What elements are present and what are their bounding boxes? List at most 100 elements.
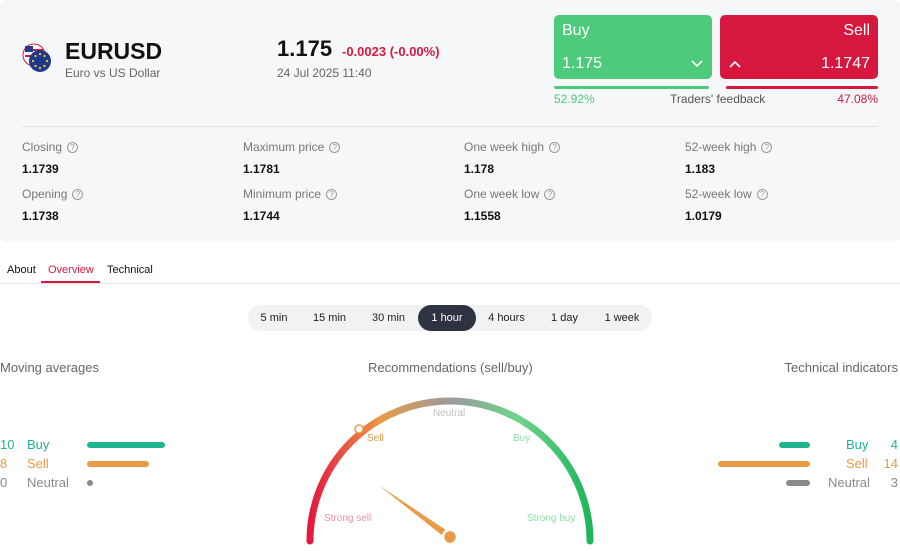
stat-label: One week low: [464, 187, 540, 201]
stat-label: Minimum price: [243, 187, 322, 201]
ti-neutral-bar: [786, 479, 810, 486]
period-1-hour[interactable]: 1 hour: [418, 305, 476, 331]
ma-neutral-count: 0: [0, 475, 8, 490]
ti-buy-row: Buy 4: [779, 437, 898, 452]
stat-value: 1.1781: [243, 162, 280, 176]
quote-panel: EURUSD Euro vs US Dollar 1.175 -0.0023 (…: [0, 0, 900, 242]
price-change: -0.0023 (-0.00%): [342, 44, 440, 59]
sell-price: 1.1747: [821, 55, 870, 72]
ma-neutral-label: Neutral: [27, 475, 69, 490]
info-icon[interactable]: ?: [326, 188, 338, 200]
period-30-min[interactable]: 30 min: [371, 312, 406, 324]
moving-averages-title: Moving averages: [0, 360, 99, 375]
stat-value: 1.183: [685, 162, 716, 176]
info-icon[interactable]: ?: [329, 141, 341, 153]
buy-price: 1.175: [562, 55, 603, 72]
current-price: 1.175: [277, 36, 333, 61]
recommendation-gauge: Strong sell Sell Neutral Buy Strong buy: [306, 397, 594, 546]
instrument-symbol: EURUSD: [65, 38, 163, 64]
info-icon[interactable]: ?: [549, 141, 561, 153]
info-icon[interactable]: ?: [544, 188, 556, 200]
period-4-hours[interactable]: 4 hours: [488, 312, 525, 324]
buy-button-label: Buy: [562, 22, 590, 39]
quote-timestamp: 24 Jul 2025 11:40: [277, 66, 372, 80]
period-5-min[interactable]: 5 min: [260, 312, 288, 324]
gauge-label-neutral: Neutral: [433, 408, 465, 419]
tab-overview[interactable]: Overview: [48, 264, 94, 276]
stat-value: 1.0179: [685, 209, 722, 223]
ma-neutral-bar: [87, 479, 93, 486]
ti-buy-label: Buy: [846, 437, 869, 452]
ma-sell-count: 8: [0, 456, 8, 471]
stat-label: Opening: [22, 187, 68, 201]
ti-sell-bar: [718, 460, 810, 467]
ma-sell-bar: [87, 460, 149, 467]
period-selector: 5 min 15 min 30 min 1 hour 4 hours 1 day…: [248, 305, 652, 331]
stat-one-week-high: One week high? 1.178: [464, 140, 664, 176]
ti-sell-label: Sell: [846, 456, 868, 471]
stat-value: 1.178: [464, 162, 495, 176]
instrument-name: Euro vs US Dollar: [65, 66, 161, 80]
stat-value: 1.1744: [243, 209, 280, 223]
info-icon[interactable]: ?: [67, 141, 79, 153]
gauge-label-strong-buy: Strong buy: [527, 513, 575, 524]
active-tab-indicator: [41, 281, 100, 283]
divider: [22, 126, 878, 127]
stat-label: One week high: [464, 140, 545, 154]
gauge-marker: [354, 424, 364, 434]
feedback-buy-percent: 52.92%: [554, 92, 595, 106]
info-icon[interactable]: ?: [756, 188, 768, 200]
ma-neutral-row: 0 Neutral: [0, 475, 93, 490]
stat-label: Maximum price: [243, 140, 325, 154]
sell-button-label: Sell: [843, 22, 870, 39]
stat-value: 1.1739: [22, 162, 59, 176]
ti-sell-count: 14: [883, 456, 898, 471]
stat-one-week-low: One week low? 1.1558: [464, 187, 664, 223]
stat-label: 52-week low: [685, 187, 752, 201]
info-icon[interactable]: ?: [72, 188, 84, 200]
ma-sell-label: Sell: [27, 456, 49, 471]
gauge-label-sell: Sell: [367, 433, 384, 444]
ma-buy-row: 10 Buy: [0, 437, 165, 452]
ti-neutral-row: Neutral 3: [786, 475, 898, 490]
stat-label: 52-week high: [685, 140, 757, 154]
ma-buy-count: 10: [0, 437, 15, 452]
feedback-sell-percent: 47.08%: [837, 92, 878, 106]
ma-buy-bar: [87, 441, 165, 448]
ma-sell-row: 8 Sell: [0, 456, 149, 471]
stat-52-week-low: 52-week low? 1.0179: [685, 187, 885, 223]
ma-buy-label: Buy: [27, 437, 50, 452]
feedback-sell-bar: [726, 86, 878, 89]
tab-technical[interactable]: Technical: [107, 264, 153, 276]
gauge-needle: [378, 485, 453, 540]
stat-closing: Closing? 1.1739: [22, 140, 222, 176]
stat-maximum-price: Maximum price? 1.1781: [243, 140, 443, 176]
technical-indicators-title: Technical indicators: [784, 360, 898, 375]
stat-52-week-high: 52-week high? 1.183: [685, 140, 885, 176]
buy-button[interactable]: Buy 1.175: [554, 15, 712, 79]
period-1-week[interactable]: 1 week: [604, 312, 640, 324]
feedback-buy-bar: [554, 86, 709, 89]
gauge-arc: [306, 397, 594, 545]
sell-button[interactable]: Sell 1.1747: [720, 15, 878, 79]
eu-us-flag-icon: [22, 43, 51, 72]
ti-sell-row: Sell 14: [718, 456, 898, 471]
ti-buy-count: 4: [890, 437, 898, 452]
stat-value: 1.1738: [22, 209, 59, 223]
stat-label: Closing: [22, 140, 63, 154]
ti-buy-bar: [779, 441, 810, 448]
gauge-needle-pivot: [441, 528, 459, 546]
period-1-day[interactable]: 1 day: [551, 312, 578, 324]
period-15-min[interactable]: 15 min: [312, 312, 347, 324]
ti-neutral-count: 3: [890, 475, 898, 490]
section-tabs: About Overview Technical: [0, 256, 900, 284]
ti-neutral-label: Neutral: [828, 475, 870, 490]
chevron-down-icon: [691, 60, 703, 68]
traders-feedback-label: Traders' feedback: [670, 92, 766, 106]
gauge-label-strong-sell: Strong sell: [324, 513, 371, 524]
tab-about[interactable]: About: [7, 264, 36, 276]
stat-value: 1.1558: [464, 209, 501, 223]
gauge-label-buy: Buy: [513, 433, 530, 444]
info-icon[interactable]: ?: [761, 141, 773, 153]
stat-opening: Opening? 1.1738: [22, 187, 222, 223]
